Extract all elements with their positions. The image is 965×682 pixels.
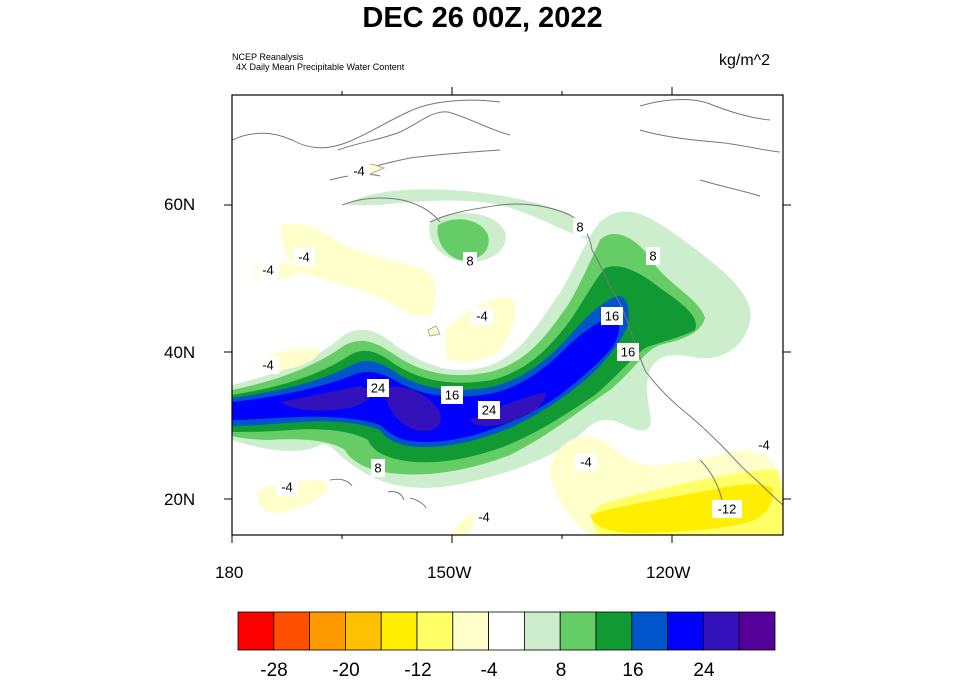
contour-label: -4	[257, 261, 279, 279]
colorbar-swatch	[237, 611, 275, 651]
map-frame	[231, 94, 784, 536]
colorbar-swatch	[309, 611, 346, 651]
contour-label: -4	[575, 453, 597, 471]
colorbar-swatch	[344, 611, 382, 651]
contour-label: -4	[293, 248, 315, 266]
svg-text:-12: -12	[718, 502, 737, 517]
colorbar	[237, 611, 776, 651]
contour-label: 16	[617, 343, 639, 361]
svg-text:16: 16	[621, 345, 635, 360]
colorbar-label: -12	[404, 660, 432, 681]
contour-label: 24	[478, 401, 500, 419]
svg-text:16: 16	[605, 309, 619, 324]
colorbar-swatch	[452, 611, 489, 651]
colorbar-swatch	[273, 611, 310, 651]
contour-label: 8	[573, 218, 587, 236]
colorbar-swatch	[416, 611, 454, 651]
contour-label: -4	[473, 508, 495, 526]
contour-label: 8	[646, 247, 660, 265]
anomaly-region-minus4-c	[445, 297, 516, 362]
contour-label: -12	[712, 500, 742, 518]
colorbar-label: -28	[260, 660, 288, 681]
contour-label: -4	[257, 356, 279, 374]
small-island-outline	[427, 325, 441, 337]
colorbar-swatch	[488, 611, 525, 651]
contour-label: 8	[463, 252, 477, 270]
lat-label-60n: 60N	[164, 195, 196, 214]
anomaly-region-plus28-central	[385, 386, 441, 432]
units-label: kg/m^2	[719, 52, 771, 69]
colorbar-label: 24	[693, 660, 715, 681]
svg-text:24: 24	[482, 403, 496, 418]
anomaly-region-minus4-e	[257, 480, 329, 514]
colorbar-swatch	[631, 611, 668, 651]
axis-ticks	[224, 87, 791, 543]
contour-label: -4	[753, 436, 775, 454]
svg-text:8: 8	[374, 461, 381, 476]
contour-label: -4	[348, 162, 370, 180]
colorbar-swatch	[524, 611, 561, 651]
svg-text:-4: -4	[478, 510, 490, 525]
map-title: DEC 26 00Z, 2022	[362, 2, 603, 34]
lat-label-40n: 40N	[164, 343, 196, 362]
svg-text:-4: -4	[262, 358, 274, 373]
contour-label: -4	[471, 307, 493, 325]
svg-text:-4: -4	[758, 438, 770, 453]
svg-text:8: 8	[649, 249, 656, 264]
lon-label-180: 180	[215, 563, 244, 582]
anomaly-region-minus4-a	[281, 223, 436, 317]
svg-text:24: 24	[371, 381, 385, 396]
lat-label-20n: 20N	[164, 490, 196, 509]
contour-labels: -4 -4 -4 -4 -4 -4 -4 -4 -12 -4 8 8 8 8 16 16 16 24 24	[257, 162, 775, 526]
svg-text:8: 8	[466, 254, 473, 269]
colorbar-swatch	[738, 611, 776, 651]
svg-text:-4: -4	[580, 455, 592, 470]
colorbar-swatch	[595, 611, 633, 651]
anomaly-region-plus8-inner	[437, 219, 489, 261]
colorbar-label: 8	[555, 660, 567, 681]
contour-label: 16	[601, 307, 623, 325]
contour-label: 24	[367, 379, 389, 397]
colorbar-label: -20	[332, 660, 360, 681]
svg-text:-4: -4	[476, 309, 488, 324]
contour-label: 8	[371, 459, 385, 477]
anomaly-region-minus12-southeast	[590, 484, 774, 533]
colorbar-label: -4	[480, 660, 498, 681]
colorbar-swatch	[667, 611, 704, 651]
lon-label-120w: 120W	[646, 563, 691, 582]
contour-label: 16	[441, 386, 463, 404]
svg-text:16: 16	[445, 388, 459, 403]
svg-text:-4: -4	[281, 480, 293, 495]
svg-text:-4: -4	[353, 164, 365, 179]
svg-text:-4: -4	[262, 263, 274, 278]
colorbar-swatch	[559, 611, 597, 651]
variable-description: 4X Daily Mean Precipitable Water Content	[236, 62, 405, 72]
colorbar-label: 16	[622, 660, 644, 681]
precipitable-water-anomaly-field	[232, 99, 783, 535]
colorbar-swatch	[380, 611, 418, 651]
svg-text:-4: -4	[298, 250, 310, 265]
anomaly-region-plus8-north	[345, 189, 590, 240]
contour-label: -4	[276, 478, 298, 496]
colorbar-swatch	[703, 611, 740, 651]
svg-text:8: 8	[576, 220, 583, 235]
anomaly-region-plus28-west	[280, 386, 372, 411]
lon-label-150w: 150W	[427, 563, 472, 582]
data-source-label: NCEP Reanalysis	[232, 52, 304, 62]
